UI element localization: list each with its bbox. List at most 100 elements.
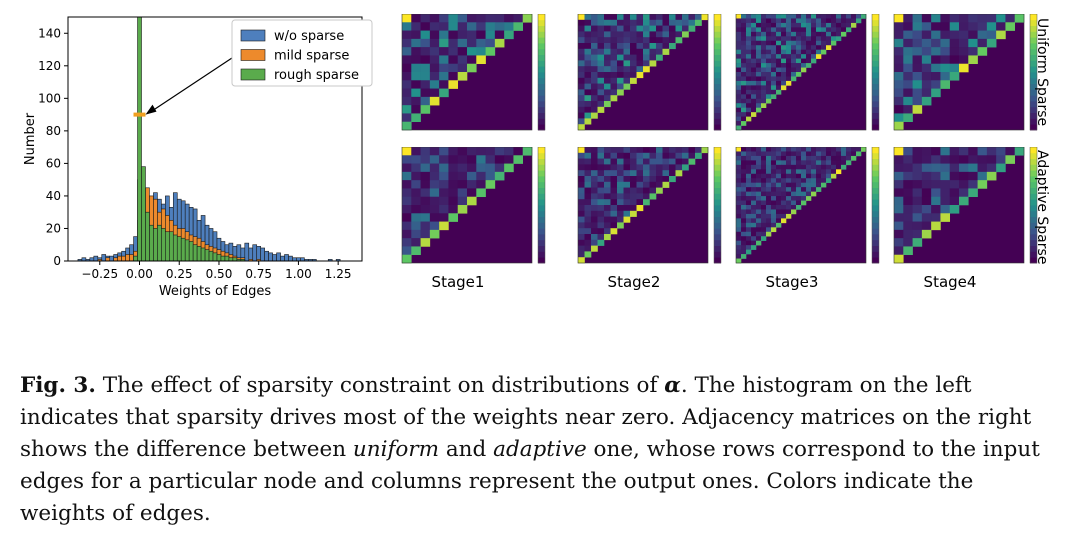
- matrix-cell: [617, 72, 624, 79]
- matrix-cell: [903, 155, 913, 164]
- colorbar-segment: [714, 158, 721, 165]
- hist-bar-2: [129, 254, 134, 262]
- colorbar-segment: [1030, 43, 1037, 50]
- matrix-cell: [801, 67, 807, 73]
- matrix-cell: [448, 188, 459, 198]
- matrix-cell: [649, 170, 657, 177]
- matrix-cell: [766, 155, 772, 161]
- matrix-cell: [578, 193, 585, 200]
- matrix-cell: [584, 205, 592, 212]
- hist-bar-3: [149, 224, 154, 262]
- matrix-cell: [636, 25, 644, 32]
- matrix-cell: [766, 67, 772, 73]
- matrix-cell: [467, 180, 477, 189]
- matrix-cell: [756, 209, 762, 215]
- matrix-cell: [669, 152, 676, 159]
- matrix-cell: [736, 63, 742, 68]
- matrix-cell: [630, 181, 637, 188]
- legend-label-3: rough sparse: [274, 68, 359, 83]
- matrix-cell: [821, 173, 827, 179]
- colorbar-segment: [538, 152, 545, 159]
- matrix-cell: [584, 31, 592, 38]
- matrix-cell: [801, 147, 807, 152]
- matrix-cell: [429, 155, 440, 164]
- matrix-cell: [402, 38, 412, 48]
- matrix-cell: [411, 147, 421, 156]
- matrix-cell: [761, 222, 767, 228]
- matrix-cell: [949, 188, 960, 198]
- matrix-cell: [746, 245, 752, 250]
- matrix-cell: [801, 18, 807, 24]
- caption-alpha-symbol: α: [664, 373, 681, 398]
- matrix-cell: [996, 22, 1006, 31]
- matrix-cell: [411, 196, 421, 206]
- colorbar-segment: [538, 158, 545, 165]
- plot-frame: [67, 16, 363, 262]
- matrix-cell: [781, 164, 787, 170]
- matrix-cell: [746, 98, 752, 104]
- matrix-cell: [597, 239, 605, 246]
- matrix-cell: [791, 200, 797, 206]
- colorbar-segment: [538, 228, 545, 235]
- matrix-cell: [467, 188, 477, 198]
- colorbar-segment: [538, 170, 545, 177]
- matrix-cell: [977, 47, 988, 56]
- matrix-cell: [786, 45, 792, 50]
- matrix-cell: [912, 72, 923, 81]
- matrix-cell: [420, 147, 431, 156]
- matrix-cell: [921, 80, 932, 89]
- hist-bar-3: [188, 241, 194, 262]
- matrix-cell: [776, 40, 782, 46]
- matrix-cell: [791, 169, 797, 175]
- matrix-cell: [741, 254, 747, 259]
- matrix-cell: [597, 210, 605, 217]
- matrix-cell: [771, 151, 777, 157]
- colorbar-segment: [538, 199, 545, 206]
- colorbar-segment: [1030, 77, 1037, 84]
- matrix-cell: [682, 25, 689, 32]
- matrix-cell: [617, 216, 624, 223]
- matrix-cell: [411, 213, 421, 222]
- matrix-cell: [439, 188, 449, 198]
- matrix-cell: [578, 101, 585, 108]
- matrix-cell: [617, 152, 624, 159]
- matrix-cell: [781, 182, 787, 188]
- matrix-cell: [636, 181, 644, 188]
- matrix-cell: [597, 222, 605, 229]
- matrix-cell: [851, 18, 857, 24]
- matrix-cell: [617, 210, 624, 217]
- matrix-cell: [856, 151, 862, 157]
- matrix-cell: [921, 171, 932, 181]
- colorbar-segment: [1030, 234, 1037, 241]
- matrix-cell: [816, 27, 822, 33]
- y-tick-label: 140: [38, 26, 61, 40]
- matrix-cell: [736, 187, 742, 192]
- matrix-cell: [756, 107, 762, 113]
- matrix-cell: [402, 155, 412, 164]
- matrix-cell: [636, 19, 644, 26]
- matrix-cell: [741, 31, 747, 37]
- matrix-cell: [669, 158, 676, 165]
- matrix-cell: [912, 80, 923, 89]
- matrix-cell: [776, 191, 782, 197]
- matrix-cell: [411, 22, 421, 31]
- adjacency-matrix-uniform-stage1: [401, 14, 546, 131]
- x-tick-label: −0.25: [81, 267, 118, 281]
- matrix-cell: [751, 213, 757, 219]
- matrix-cell: [986, 14, 997, 23]
- colorbar-segment: [714, 101, 721, 108]
- matrix-cell: [761, 18, 767, 24]
- matrix-cell: [457, 147, 468, 156]
- matrix-cell: [584, 112, 592, 119]
- matrix-cell: [751, 80, 757, 86]
- matrix-cell: [776, 36, 782, 42]
- matrix-cell: [736, 36, 742, 42]
- matrix-cell: [448, 155, 459, 164]
- colorbar-segment: [872, 66, 879, 73]
- matrix-cell: [781, 85, 787, 91]
- matrix-cell: [806, 27, 812, 33]
- matrix-cell: [736, 205, 742, 210]
- matrix-cell: [597, 106, 605, 113]
- matrix-cell: [448, 180, 459, 189]
- matrix-cell: [751, 112, 757, 117]
